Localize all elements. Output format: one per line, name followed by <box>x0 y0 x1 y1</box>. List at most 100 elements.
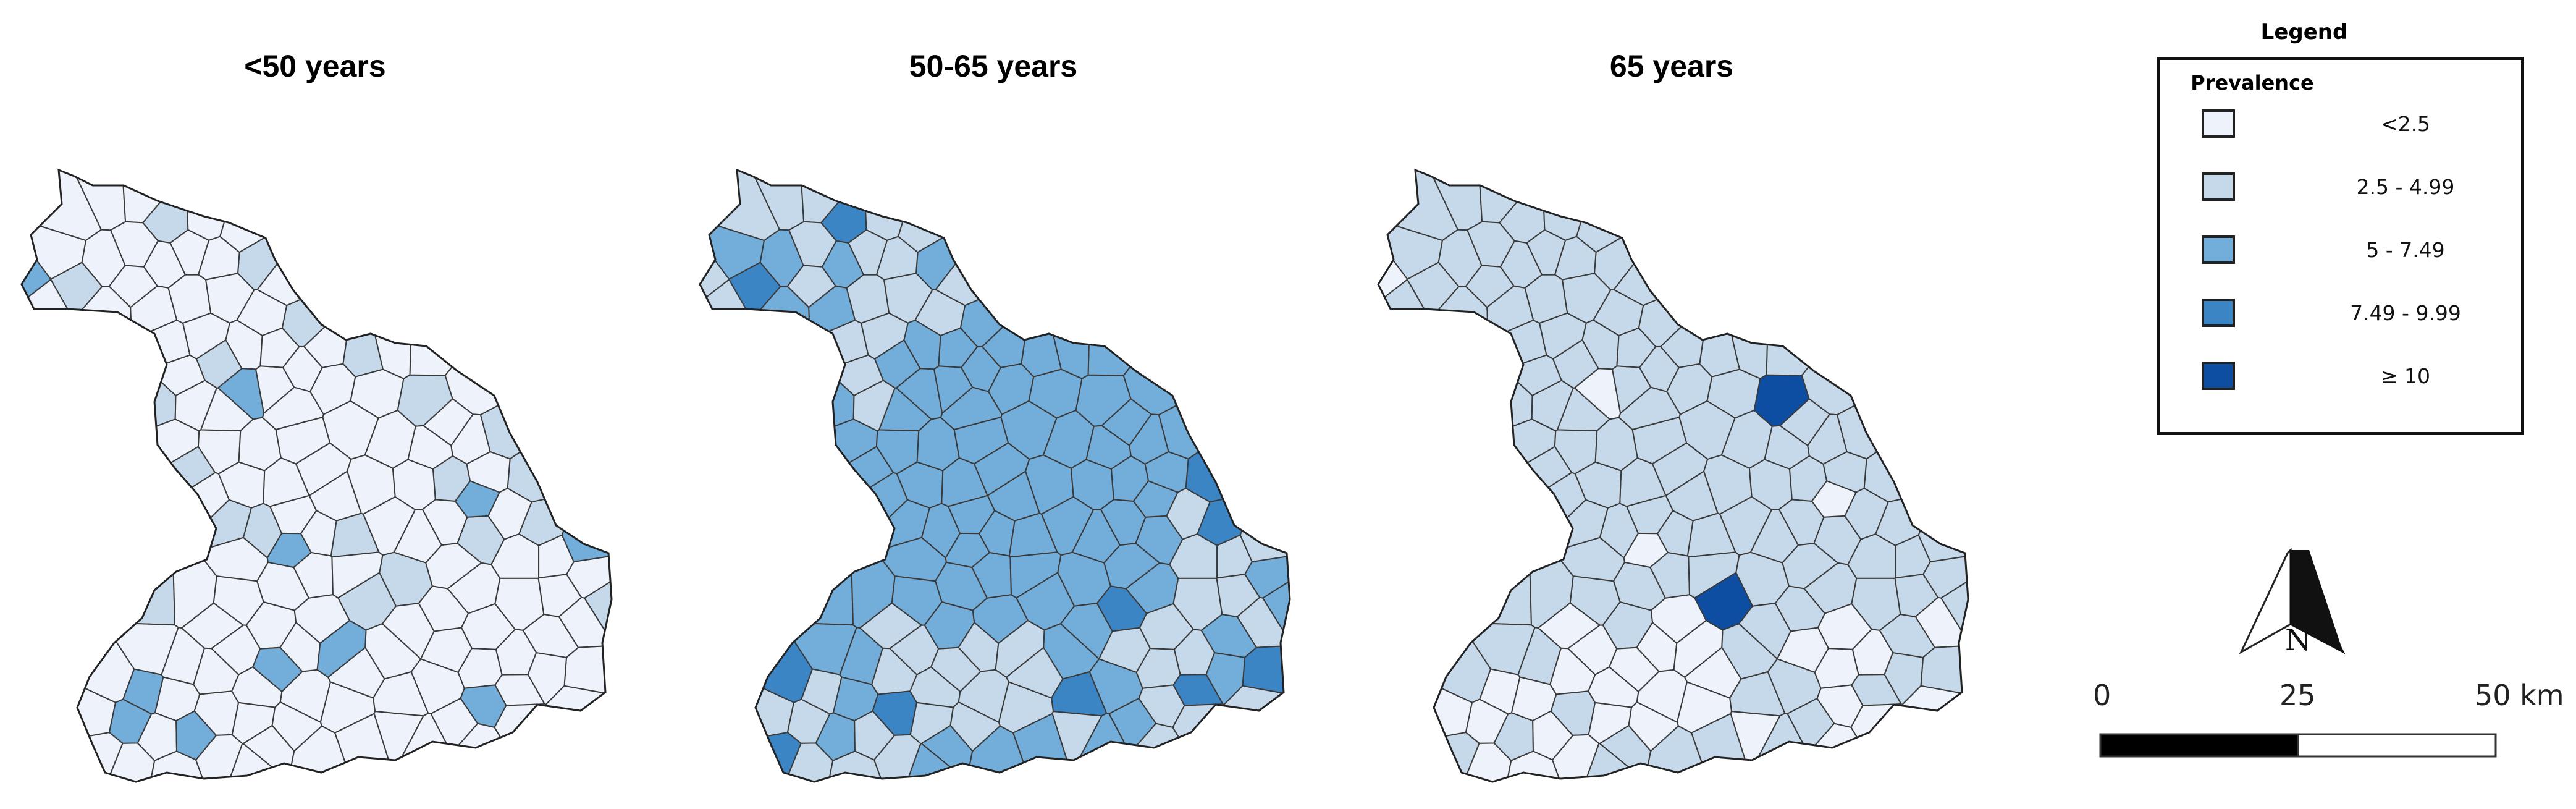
district <box>479 334 612 460</box>
legend-swatch-2 <box>2202 172 2235 201</box>
district <box>545 685 612 782</box>
region-outline <box>20 168 613 783</box>
district <box>1764 425 1810 470</box>
district <box>495 629 537 676</box>
district <box>331 551 384 599</box>
district <box>420 627 473 674</box>
district <box>1699 278 1741 378</box>
district <box>848 229 888 276</box>
district <box>1738 603 1791 660</box>
district <box>1618 386 1681 431</box>
district <box>22 567 135 703</box>
district <box>1612 170 1791 307</box>
district <box>700 567 814 703</box>
scale-bar <box>2099 733 2497 758</box>
district <box>266 532 312 569</box>
district <box>934 170 1113 307</box>
district <box>1378 418 1557 512</box>
district <box>1538 312 1587 360</box>
district <box>909 666 961 708</box>
scale-label-50: 50 km <box>2475 679 2564 712</box>
scale-label-0: 0 <box>2093 679 2111 712</box>
district <box>938 327 979 368</box>
district <box>1378 567 1492 703</box>
district <box>238 417 282 472</box>
north-label: N <box>2285 623 2311 658</box>
region-outline <box>1377 168 1969 783</box>
district <box>327 646 385 699</box>
north-arrow-icon: N <box>2239 548 2346 658</box>
district <box>700 363 855 486</box>
legend-swatch-4 <box>2202 299 2235 327</box>
district <box>940 386 1003 431</box>
district <box>259 327 300 368</box>
district <box>558 596 612 648</box>
region-outline <box>699 168 1291 783</box>
legend-label-1: <2.5 <box>2380 112 2431 136</box>
district <box>1378 499 1533 626</box>
district <box>1573 368 1622 420</box>
district <box>108 265 158 308</box>
map-title-under-50: <50 years <box>244 49 386 83</box>
district <box>231 666 283 708</box>
district <box>1005 646 1064 699</box>
district <box>1549 647 1596 695</box>
district <box>22 418 200 512</box>
district <box>1378 731 1480 782</box>
district <box>1730 711 1781 776</box>
legend-label-3: 5 - 7.49 <box>2366 238 2445 262</box>
district <box>217 368 265 420</box>
district <box>381 603 435 660</box>
district <box>22 363 177 486</box>
district <box>871 647 918 695</box>
district <box>252 646 303 693</box>
district <box>860 312 909 360</box>
district <box>256 170 435 307</box>
district <box>1801 170 1968 416</box>
legend-label-2: 2.5 - 4.99 <box>2356 175 2455 199</box>
legend-subtitle: Prevalence <box>2191 71 2314 95</box>
district <box>507 375 612 503</box>
district <box>22 731 124 782</box>
district <box>1378 363 1533 486</box>
district <box>1009 551 1062 599</box>
district <box>454 480 500 518</box>
district <box>1673 619 1724 678</box>
district <box>1623 532 1669 569</box>
district <box>219 170 390 253</box>
district <box>538 534 575 579</box>
legend-item-5: ≥ 10 <box>2202 362 2511 399</box>
district <box>182 312 230 360</box>
district <box>1236 596 1290 648</box>
district <box>1683 646 1742 699</box>
district <box>1526 229 1567 276</box>
district <box>1863 375 1968 503</box>
district <box>1895 534 1931 579</box>
map-under-50 <box>20 168 613 783</box>
district <box>1172 703 1252 782</box>
district <box>1021 278 1063 378</box>
district <box>916 417 960 472</box>
map-65 <box>1377 168 1969 783</box>
map-title-65: 65 years <box>1609 49 1734 83</box>
district <box>700 731 802 782</box>
district <box>444 170 612 416</box>
map-title-50-65: 50-65 years <box>909 49 1078 83</box>
district <box>1216 534 1253 579</box>
district <box>995 619 1045 678</box>
district <box>169 229 210 276</box>
district <box>193 647 240 695</box>
district <box>108 698 153 744</box>
district <box>1098 627 1151 674</box>
district <box>1158 334 1290 460</box>
district <box>409 170 612 376</box>
district <box>1851 629 1894 676</box>
district <box>373 711 424 776</box>
district <box>1185 375 1290 503</box>
district <box>1465 698 1509 744</box>
district <box>1059 603 1113 660</box>
district <box>1836 334 1968 460</box>
district <box>786 698 831 744</box>
legend-item-2: 2.5 - 4.99 <box>2202 172 2511 210</box>
